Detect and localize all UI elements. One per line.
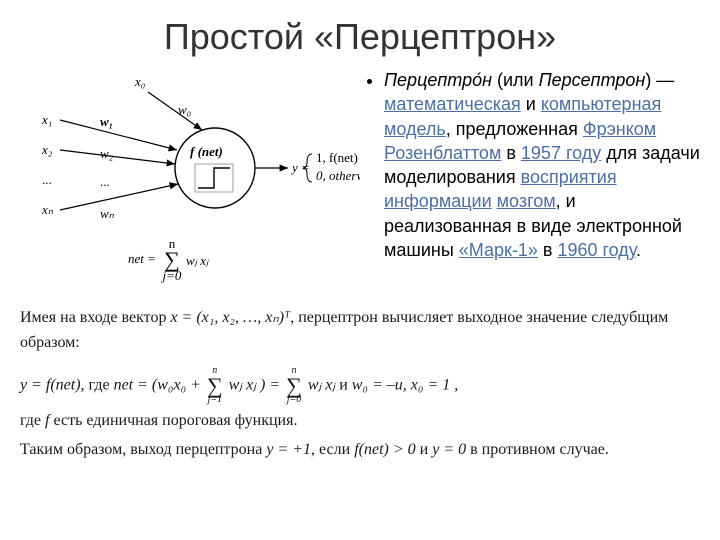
- txt: и: [416, 441, 433, 458]
- vec-x: x = (x₁, x₂, …, xₙ)ᵀ: [170, 309, 290, 326]
- label-dots: ...: [42, 172, 52, 187]
- definition-bullet: Перцептро́н (или Персептрон) — математич…: [360, 68, 700, 262]
- label-w2: w₂: [100, 146, 114, 161]
- txt: в: [501, 143, 521, 163]
- txt: (или: [492, 70, 539, 90]
- txt: , если: [311, 441, 354, 458]
- label-x1: x₁: [41, 112, 52, 127]
- math-row-3: где f есть единичная пороговая функция.: [20, 409, 700, 434]
- txt: ) —: [645, 70, 674, 90]
- sigma-2: n ∑ j=0: [286, 366, 302, 406]
- link-information[interactable]: информации: [384, 191, 492, 211]
- txt: есть единичная пороговая функция.: [49, 412, 297, 429]
- net-sum-bot: j=0: [161, 268, 182, 283]
- math-row-1: Имея на входе вектор x = (x₁, x₂, …, xₙ)…: [20, 306, 700, 356]
- label-x0: x₀: [134, 74, 145, 89]
- txt: Имея на входе вектор: [20, 309, 170, 326]
- eq-y0: y = 0: [432, 441, 466, 458]
- slide-title: Простой «Перцептрон»: [20, 16, 700, 58]
- neuron-label: f (net): [190, 144, 223, 159]
- link-mark1[interactable]: «Марк-1»: [459, 240, 538, 260]
- link-math[interactable]: математическая: [384, 94, 521, 114]
- y-eq-row1: 1, f(net) > 0: [316, 150, 360, 165]
- label-wn: wₙ: [100, 206, 115, 221]
- step-function-icon: [195, 164, 233, 192]
- math-row-2: y = f(net), где net = (w₀x₀ + n ∑ j=1 wⱼ…: [20, 366, 700, 406]
- label-x2: x₂: [41, 142, 53, 157]
- label-w1: w₁: [100, 114, 113, 129]
- txt: и: [335, 376, 352, 393]
- txt: Таким образом, выход перцептрона: [20, 441, 266, 458]
- eq-y: y = f(net): [20, 376, 81, 393]
- term-alt: Персептрон: [539, 70, 646, 90]
- eq-w0: w₀ = –u, x₀ = 1: [352, 376, 451, 393]
- eq-net-open: net = (w₀x₀ +: [114, 376, 205, 393]
- definition-list-item: Перцептро́н (или Персептрон) — математич…: [384, 68, 700, 262]
- eq-tail: wⱼ xⱼ: [308, 376, 335, 393]
- txt: , предложенная: [446, 119, 583, 139]
- math-explanation: Имея на входе вектор x = (x₁, x₂, …, xₙ)…: [20, 306, 700, 463]
- arrow-x0: [148, 92, 202, 130]
- math-row-4: Таким образом, выход перцептрона y = +1,…: [20, 438, 700, 463]
- y-eq-row2: 0, otherwise: [316, 168, 360, 183]
- arrow-x1: [60, 120, 177, 150]
- term-perceptron: Перцептро́н: [384, 70, 492, 90]
- eq-mid: wⱼ xⱼ ) =: [229, 376, 285, 393]
- txt: и: [521, 94, 541, 114]
- sigma-icon: ∑: [207, 376, 223, 396]
- txt: в: [538, 240, 558, 260]
- sigma-1: n ∑ j=1: [207, 366, 223, 406]
- sigma2-bot: j=0: [286, 395, 302, 405]
- eq-y1: y = +1: [266, 441, 311, 458]
- link-brain[interactable]: мозгом: [497, 191, 556, 211]
- sigma1-bot: j=1: [207, 395, 223, 405]
- arrow-x2: [60, 150, 175, 164]
- arrow-xn: [60, 184, 178, 210]
- txt: где: [20, 412, 45, 429]
- label-wdots: ...: [100, 174, 110, 189]
- txt: .: [636, 240, 641, 260]
- txt: в противном случае.: [466, 441, 609, 458]
- txt: , где: [81, 376, 114, 393]
- link-perception[interactable]: восприятия: [521, 167, 617, 187]
- net-eq-lhs: net =: [128, 251, 156, 266]
- txt: ,: [450, 376, 458, 393]
- link-1957[interactable]: 1957 году: [521, 143, 601, 163]
- link-1960[interactable]: 1960 году: [557, 240, 636, 260]
- net-eq-rhs: wⱼ xⱼ: [186, 253, 209, 268]
- sigma-icon: ∑: [286, 376, 302, 396]
- label-xn: xₙ: [41, 202, 54, 217]
- eq-cond: f(net) > 0: [354, 441, 415, 458]
- perceptron-diagram: x₀ x₁ x₂ ... xₙ w₀ w₁ w₂ ... wₙ f (n: [20, 68, 360, 298]
